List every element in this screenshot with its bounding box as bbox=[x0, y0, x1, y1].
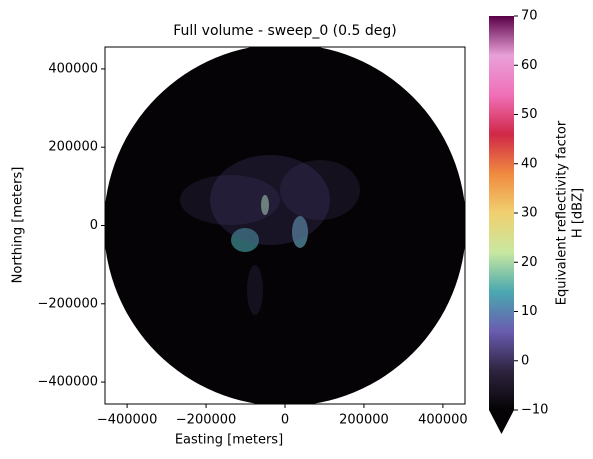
colorbar-tick-label: 60 bbox=[521, 58, 538, 73]
x-tick-label: −200000 bbox=[176, 413, 237, 428]
echo-speckles bbox=[180, 155, 360, 315]
radar-sweep bbox=[105, 47, 465, 404]
colorbar-tick-label: 10 bbox=[521, 304, 538, 319]
colorbar-tick-label: 30 bbox=[521, 206, 538, 221]
chart-title: Full volume - sweep_0 (0.5 deg) bbox=[173, 23, 396, 39]
y-tick-label: 0 bbox=[90, 218, 98, 233]
colorbar-tick-label: 70 bbox=[521, 9, 538, 24]
colorbar-label: H [dBZ] bbox=[571, 188, 586, 238]
colorbar-tick-label: 20 bbox=[521, 255, 538, 270]
x-tick-label: −400000 bbox=[97, 413, 158, 428]
radar-disc bbox=[105, 47, 465, 404]
colorbar bbox=[489, 16, 514, 410]
x-tick-label: 400000 bbox=[418, 413, 468, 428]
x-axis-label: Easting [meters] bbox=[175, 433, 283, 448]
y-tick-label: 400000 bbox=[48, 61, 98, 76]
y-tick-label: 200000 bbox=[48, 140, 98, 155]
x-tick-label: 0 bbox=[281, 413, 289, 428]
colorbar-tick-label: 0 bbox=[521, 353, 529, 368]
colorbar-tick-label: −10 bbox=[521, 403, 548, 418]
y-axis-label: Northing [meters] bbox=[11, 167, 26, 284]
colorbar-tick-label: 40 bbox=[521, 156, 538, 171]
colorbar-tick-label: 50 bbox=[521, 107, 538, 122]
colorbar-extension bbox=[489, 410, 514, 434]
y-tick-label: −200000 bbox=[37, 296, 98, 311]
x-tick-label: 200000 bbox=[339, 413, 389, 428]
y-tick-label: −400000 bbox=[37, 375, 98, 390]
colorbar-label: Equivalent reflectivity factor bbox=[555, 120, 570, 305]
